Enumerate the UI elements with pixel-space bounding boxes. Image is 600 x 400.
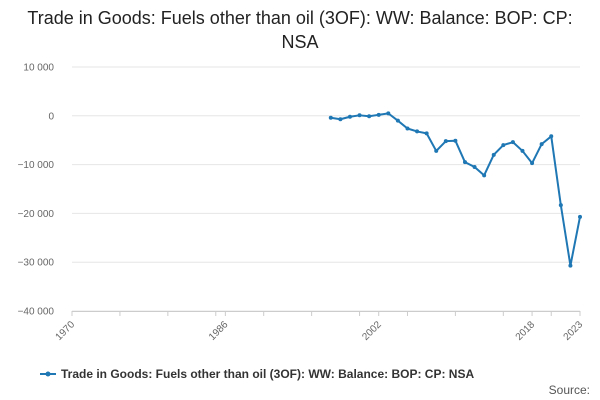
- data-point[interactable]: [434, 148, 439, 153]
- series-layer: [328, 111, 582, 268]
- grid-lines: [72, 66, 580, 312]
- data-point[interactable]: [520, 148, 525, 153]
- axes: [71, 311, 581, 316]
- x-tick-label: 2018: [514, 319, 538, 343]
- data-point[interactable]: [568, 263, 573, 268]
- x-tick-label: 1986: [207, 319, 231, 343]
- data-point[interactable]: [424, 131, 429, 136]
- series-line: [330, 112, 581, 267]
- data-point[interactable]: [530, 161, 535, 166]
- data-point[interactable]: [482, 173, 487, 178]
- data-point[interactable]: [539, 142, 544, 147]
- data-point[interactable]: [357, 113, 362, 118]
- y-tick-label: −20 000: [18, 209, 55, 220]
- data-point[interactable]: [405, 126, 410, 131]
- data-point[interactable]: [328, 115, 333, 120]
- y-tick-label: −40 000: [18, 307, 55, 318]
- data-point[interactable]: [443, 139, 448, 144]
- y-tick-labels: 10 000 0 −10 000 −20 000 −30 000 −40 000: [18, 63, 55, 318]
- y-tick-label: 10 000: [23, 63, 54, 74]
- data-point[interactable]: [462, 160, 467, 165]
- data-point[interactable]: [415, 129, 420, 134]
- data-point[interactable]: [347, 114, 352, 119]
- data-point[interactable]: [376, 112, 381, 117]
- data-point[interactable]: [453, 138, 458, 143]
- data-point[interactable]: [472, 165, 477, 170]
- legend[interactable]: Trade in Goods: Fuels other than oil (3O…: [40, 367, 474, 381]
- data-point[interactable]: [386, 111, 391, 116]
- legend-marker-swatch: [45, 371, 51, 377]
- x-tick-labels: 1970 1986 2002 2018 2023: [54, 319, 586, 343]
- x-tick-label: 2002: [360, 319, 384, 343]
- data-point[interactable]: [578, 214, 582, 219]
- data-point[interactable]: [549, 134, 554, 139]
- data-point[interactable]: [395, 118, 400, 123]
- data-point[interactable]: [501, 143, 506, 148]
- y-tick-label: 0: [48, 111, 54, 122]
- data-point[interactable]: [338, 117, 343, 122]
- legend-label: Trade in Goods: Fuels other than oil (3O…: [61, 367, 474, 381]
- data-point[interactable]: [491, 152, 496, 157]
- chart-title: Trade in Goods: Fuels other than oil (3O…: [27, 8, 573, 52]
- data-point[interactable]: [558, 203, 563, 208]
- data-point[interactable]: [510, 140, 515, 145]
- x-tick-label: 1970: [54, 319, 78, 343]
- y-tick-label: −30 000: [18, 258, 55, 269]
- data-point[interactable]: [367, 114, 372, 119]
- x-tick-label: 2023: [562, 319, 586, 343]
- source-label: Source:: [549, 383, 590, 397]
- y-tick-label: −10 000: [18, 160, 55, 171]
